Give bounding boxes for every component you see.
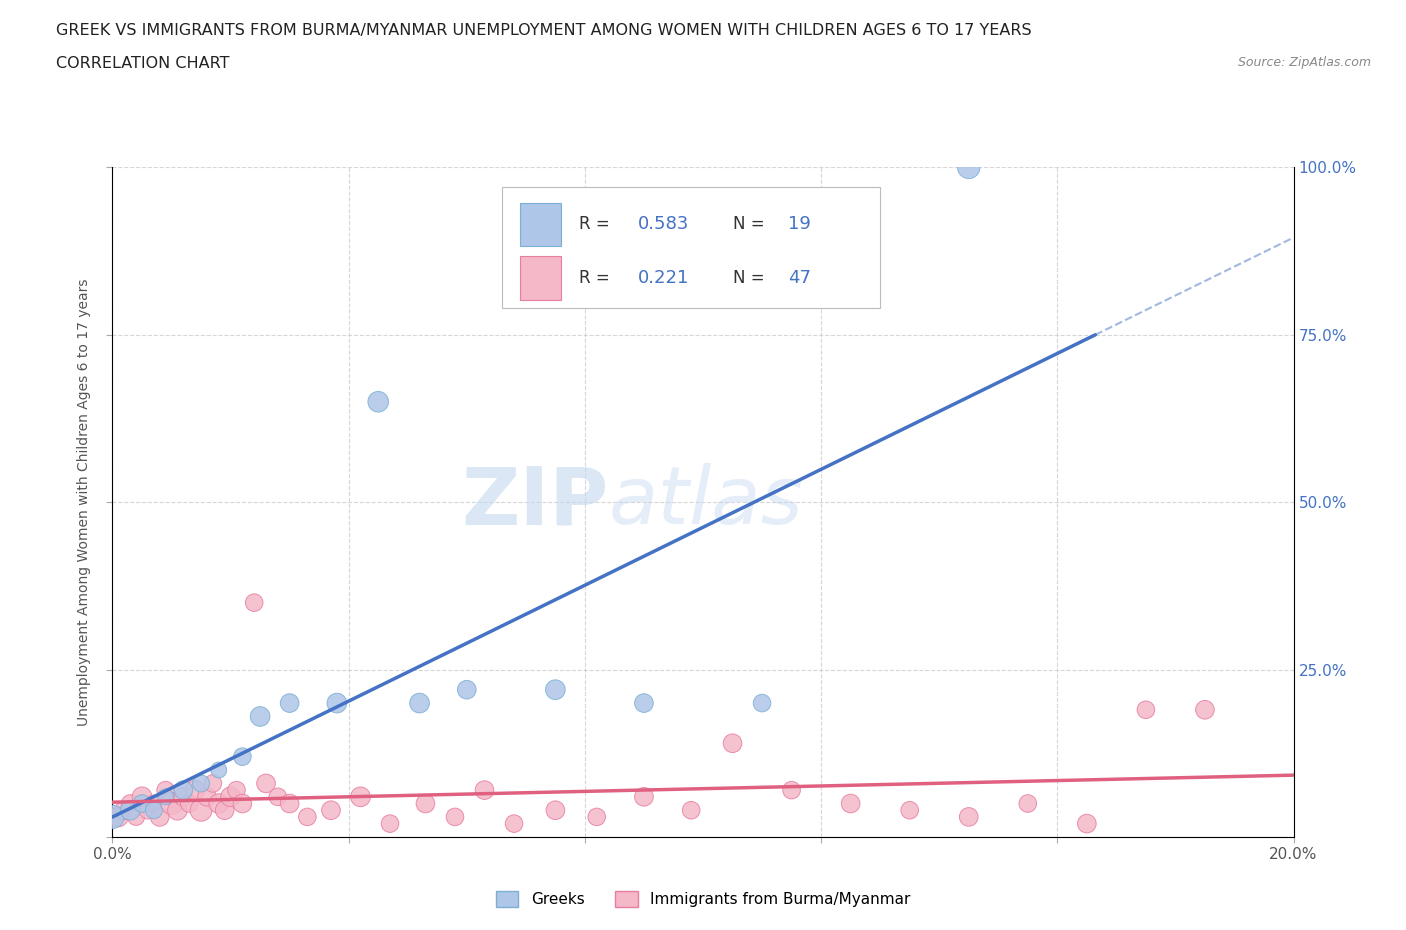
Point bbox=[1135, 702, 1157, 717]
Point bbox=[681, 803, 703, 817]
Point bbox=[101, 809, 124, 824]
Text: atlas: atlas bbox=[609, 463, 803, 541]
Point bbox=[898, 803, 921, 817]
FancyBboxPatch shape bbox=[502, 188, 880, 308]
Point bbox=[1194, 702, 1216, 717]
Point bbox=[254, 776, 277, 790]
Point bbox=[544, 683, 567, 698]
Point bbox=[1017, 796, 1039, 811]
Point bbox=[155, 790, 177, 804]
Point bbox=[190, 776, 212, 790]
Y-axis label: Unemployment Among Women with Children Ages 6 to 17 years: Unemployment Among Women with Children A… bbox=[77, 278, 91, 726]
Point bbox=[107, 809, 129, 824]
Text: ZIP: ZIP bbox=[461, 463, 609, 541]
Text: N =: N = bbox=[733, 269, 769, 286]
Point bbox=[721, 736, 744, 751]
Point bbox=[166, 803, 188, 817]
Text: CORRELATION CHART: CORRELATION CHART bbox=[56, 56, 229, 71]
Point bbox=[208, 763, 231, 777]
Point bbox=[585, 809, 607, 824]
Point bbox=[214, 803, 236, 817]
Point bbox=[326, 696, 349, 711]
Point bbox=[503, 817, 526, 831]
Point bbox=[208, 796, 231, 811]
Point bbox=[1076, 817, 1098, 831]
Point bbox=[179, 796, 201, 811]
Point bbox=[231, 796, 253, 811]
Point bbox=[839, 796, 862, 811]
Point bbox=[195, 790, 218, 804]
Point bbox=[184, 783, 207, 798]
Point bbox=[225, 783, 247, 798]
Point bbox=[297, 809, 319, 824]
Point bbox=[278, 696, 301, 711]
Point bbox=[201, 776, 224, 790]
Point bbox=[408, 696, 430, 711]
Legend: Greeks, Immigrants from Burma/Myanmar: Greeks, Immigrants from Burma/Myanmar bbox=[489, 884, 917, 913]
Point bbox=[751, 696, 773, 711]
Point bbox=[160, 796, 183, 811]
Point bbox=[142, 796, 165, 811]
Text: GREEK VS IMMIGRANTS FROM BURMA/MYANMAR UNEMPLOYMENT AMONG WOMEN WITH CHILDREN AG: GREEK VS IMMIGRANTS FROM BURMA/MYANMAR U… bbox=[56, 23, 1032, 38]
Point bbox=[415, 796, 437, 811]
Point bbox=[131, 796, 153, 811]
Point bbox=[780, 783, 803, 798]
Point bbox=[120, 796, 142, 811]
Point bbox=[219, 790, 242, 804]
Point bbox=[957, 809, 980, 824]
Point bbox=[267, 790, 290, 804]
Point bbox=[243, 595, 266, 610]
Text: N =: N = bbox=[733, 216, 769, 233]
Point bbox=[172, 783, 194, 798]
Point bbox=[278, 796, 301, 811]
Bar bbox=[520, 203, 561, 246]
Text: 0.221: 0.221 bbox=[638, 269, 689, 286]
Text: 0.583: 0.583 bbox=[638, 216, 689, 233]
Point bbox=[136, 803, 159, 817]
Point bbox=[378, 817, 401, 831]
Text: 19: 19 bbox=[787, 216, 811, 233]
Point bbox=[633, 696, 655, 711]
Point bbox=[149, 809, 172, 824]
Point bbox=[125, 809, 148, 824]
Bar bbox=[520, 256, 561, 299]
Point bbox=[155, 783, 177, 798]
Text: Source: ZipAtlas.com: Source: ZipAtlas.com bbox=[1237, 56, 1371, 69]
Point bbox=[544, 803, 567, 817]
Text: 47: 47 bbox=[787, 269, 811, 286]
Point bbox=[142, 803, 165, 817]
Point bbox=[456, 683, 478, 698]
Point bbox=[120, 803, 142, 817]
Text: R =: R = bbox=[579, 216, 614, 233]
Point bbox=[367, 394, 389, 409]
Point bbox=[172, 790, 194, 804]
Point bbox=[249, 709, 271, 724]
Point bbox=[349, 790, 371, 804]
Point bbox=[957, 160, 980, 175]
Point bbox=[319, 803, 342, 817]
Point bbox=[112, 803, 135, 817]
Point bbox=[231, 750, 253, 764]
Point bbox=[190, 803, 212, 817]
Point bbox=[633, 790, 655, 804]
Text: R =: R = bbox=[579, 269, 614, 286]
Point bbox=[131, 790, 153, 804]
Point bbox=[444, 809, 467, 824]
Point bbox=[474, 783, 496, 798]
